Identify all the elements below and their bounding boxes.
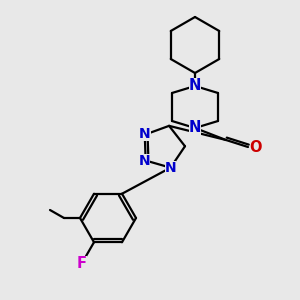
Text: N: N bbox=[165, 161, 176, 175]
Text: O: O bbox=[250, 140, 262, 154]
Text: N: N bbox=[139, 127, 151, 141]
Text: N: N bbox=[189, 121, 201, 136]
Text: F: F bbox=[77, 256, 87, 271]
Text: N: N bbox=[189, 77, 201, 92]
Text: N: N bbox=[139, 154, 151, 167]
